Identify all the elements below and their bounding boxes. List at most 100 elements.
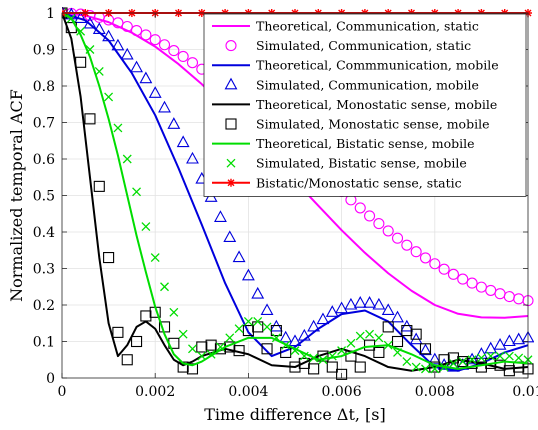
data-point [381,303,395,316]
data-point [113,123,123,133]
legend-entry-theoretical-commmunication-mobile: Theoretical, Commmunication, mobile [212,58,499,73]
legend-entry-theoretical-communication-static: Theoretical, Communication, static [212,19,479,34]
data-point [410,246,422,258]
data-point [223,230,237,243]
data-point [402,357,412,367]
data-point [188,344,197,354]
data-point [93,180,105,192]
data-point [467,355,477,365]
data-point [122,154,132,164]
data-point [121,20,133,33]
legend-swatch-marker [224,77,238,90]
data-point [243,316,253,326]
data-point [168,45,180,57]
legend-label: Theoretical, Bistatic sense, mobile [256,136,475,151]
data-point [336,368,348,380]
legend-entry-simulated-communication-mobile: Simulated, Communication, mobile [224,77,479,92]
data-point [421,364,430,374]
data-point [112,17,124,29]
y-tick-label: 0.5 [33,189,55,205]
data-point [486,351,496,361]
data-point [225,333,235,343]
data-point [429,361,441,373]
data-point [196,341,208,353]
data-point [242,324,254,337]
y-tick-label: 0.9 [33,43,55,59]
data-point [458,357,468,367]
x-tick-label: 0.008 [415,384,455,400]
data-point [92,22,106,34]
data-point [169,307,179,317]
data-point [346,338,356,348]
data-point [102,29,116,42]
data-point [307,319,321,332]
y-tick-label: 0.1 [33,335,55,351]
data-point [261,343,273,355]
data-point [503,365,515,377]
data-point [457,356,469,368]
legend-swatch-marker [225,40,237,52]
data-point [290,346,300,356]
data-point [309,353,319,363]
data-point [140,310,152,322]
tick-labels: 0 0.002 0.004 0.006 0.008 0.01 0 0.1 0.2 0.3 0.4 0.… [33,6,538,400]
data-point [158,100,171,113]
data-point [214,343,226,355]
data-point [76,26,86,36]
data-point [186,151,199,164]
legend-box [203,13,527,197]
data-point [372,297,386,310]
legend-entry-simulated-monostatic-sense-mobile: Simulated, Monostatic sense, mobile [225,117,489,132]
data-point [84,113,96,125]
data-point [401,324,413,337]
legend-swatch-marker [226,158,236,168]
x-tick-label: 0.006 [322,384,362,400]
data-point [297,328,311,341]
data-point [251,286,265,299]
data-point [85,45,95,54]
data-point [382,321,394,333]
series-theoretical-monostatic-sense-mobile [62,12,529,372]
y-tick-label: 0.3 [33,262,55,278]
legend-label: Theoretical, Communication, static [256,19,479,34]
y-tick-label: 0.7 [33,116,55,132]
data-point [131,24,143,37]
data-point [316,312,330,325]
data-point [75,56,87,68]
data-point [326,361,338,373]
data-point [337,346,347,356]
legend-swatch-marker [227,178,235,187]
data-point [354,202,366,214]
data-point [401,239,413,251]
data-point [167,117,181,129]
data-point [130,60,143,73]
data-point [325,305,339,317]
data-point [364,339,376,351]
legend-swatch-marker [225,118,237,130]
data-point [176,135,190,148]
data-point [318,355,328,365]
data-point [317,350,329,362]
data-point [214,210,227,222]
legend-entry-bistatic-monostatic-sense-static: Bistatic/Monostatic sense, static [212,175,462,190]
data-point [374,333,384,343]
legend: Theoretical, Communication, static Simula… [203,13,527,197]
data-point [457,273,469,285]
data-point [104,92,114,102]
data-point [373,346,385,359]
legend-entry-theoretical-bistatic-sense-mobile: Theoretical, Bistatic sense, mobile [212,136,475,151]
y-tick-label: 0.2 [33,298,55,314]
data-point [299,351,309,361]
data-point [373,218,385,230]
data-point [205,339,217,351]
data-point [365,329,375,339]
data-point [260,303,274,316]
data-point [466,357,478,369]
data-point [512,332,526,345]
x-tick-label: 0.002 [135,384,175,400]
data-point [327,351,337,361]
data-point [233,345,245,357]
data-point [354,361,366,373]
data-point [391,310,404,323]
